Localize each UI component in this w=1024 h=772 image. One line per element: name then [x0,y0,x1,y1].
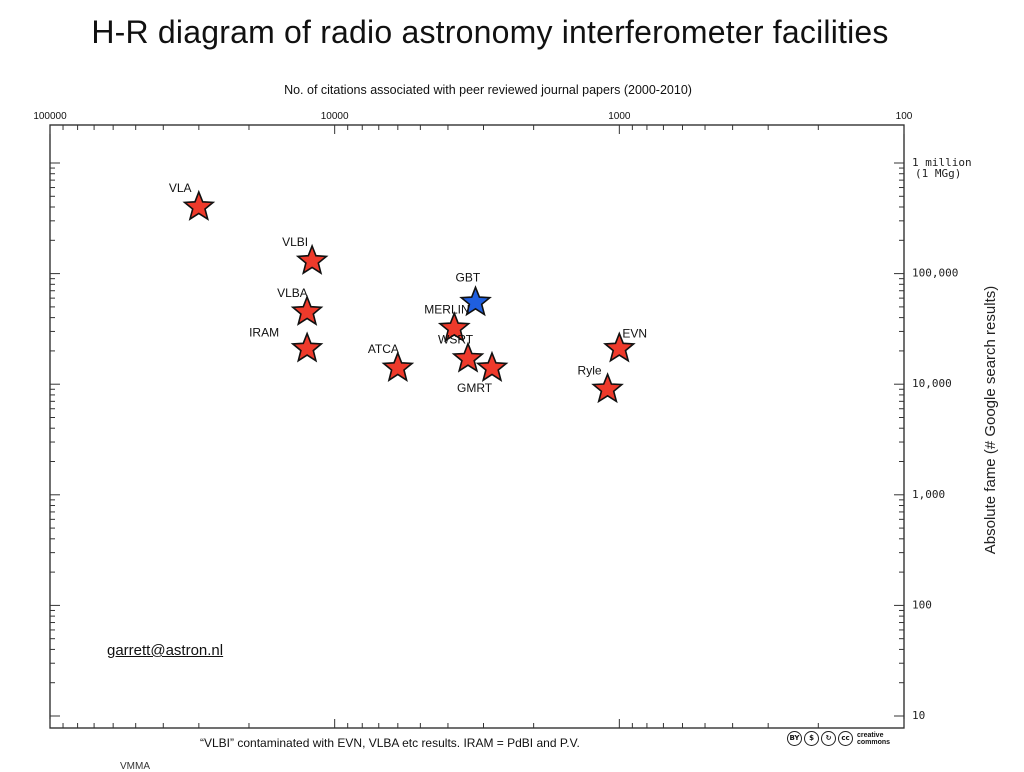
y-tick-label: 100,000 [912,267,958,280]
point-gmrt [475,350,509,382]
point-vla [182,189,216,221]
footnote: “VLBI” contaminated with EVN, VLBA etc r… [200,736,580,750]
point-label: VLBI [282,235,308,249]
y-tick-label: 1 million [912,156,972,169]
creative-commons-badge: BY $ ↻ cc creative commons [787,731,890,746]
point-gbt [459,285,492,317]
cc-icon: cc [838,731,853,746]
x-tick-label: 1000 [608,111,631,122]
point-label: WSRT [438,333,474,347]
point-wsrt [451,341,485,373]
point-label: MERLIN [424,302,469,316]
y-tick-label: 10,000 [912,377,952,390]
point-vlbi [295,243,329,275]
cc-text: creative commons [857,731,891,746]
x-tick-label: 100000 [33,111,67,122]
point-label: VLA [169,181,192,195]
slide-title: H-R diagram of radio astronomy interfero… [91,14,889,50]
cut-off-label: VMMA [120,761,150,772]
x-tick-label: 100 [896,111,913,122]
point-label: IRAM [249,326,279,340]
point-label: EVN [622,327,647,341]
point-atca [381,350,415,382]
point-label: ATCA [368,342,399,356]
y-tick-label: 10 [912,709,925,722]
data-points: VLA VLBI VLBA IRAM ATCA GBT MERLIN WSRT GMRT EVN R… [169,181,647,404]
point-label: GBT [456,270,481,284]
y-tick-label: 1,000 [912,488,945,501]
attribution-icon: BY [787,731,802,746]
x-axis-label: No. of citations associated with peer re… [284,83,692,97]
sharealike-icon: ↻ [821,731,836,746]
point-evn [603,331,636,363]
point-vlba [290,294,324,326]
y-tick-sublabel: (1 MGg) [915,167,961,180]
axis-ticks: 100000 10000 1000 100 1 million 100,000 10,000… [33,111,972,728]
noncommercial-icon: $ [804,731,819,746]
plot-frame [49,124,905,729]
point-label: VLBA [277,286,308,300]
author-email-link[interactable]: garrett@astron.nl [107,642,224,659]
y-tick-label: 100 [912,598,932,611]
point-iram [290,331,324,363]
x-tick-label: 10000 [321,111,349,122]
point-label: GMRT [457,381,493,395]
plot-axes: No. of citations associated with peer re… [49,83,999,729]
y-axis-label: Absolute fame (# Google search results) [982,286,999,554]
point-ryle [591,372,624,404]
point-merlin [437,311,471,343]
point-label: Ryle [578,363,602,377]
